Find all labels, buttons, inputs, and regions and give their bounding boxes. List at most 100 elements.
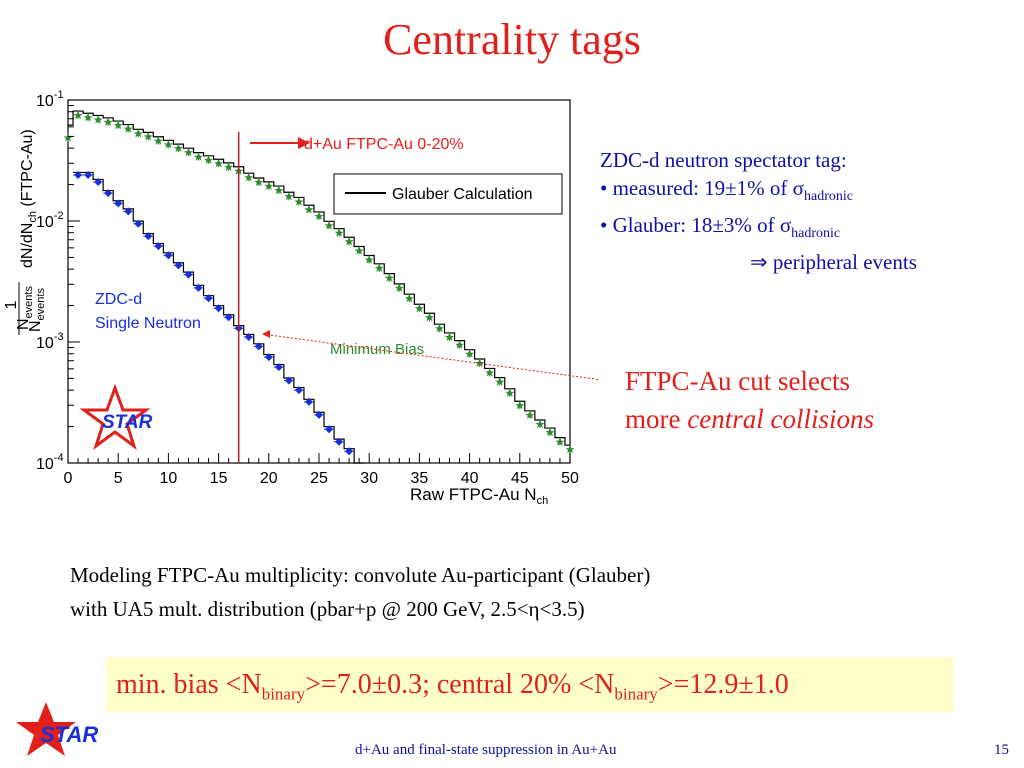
zdc-point (103, 189, 114, 198)
x-tick-label: 10 (160, 470, 178, 487)
x-tick-label: 30 (360, 470, 378, 487)
minbias-point (354, 246, 364, 255)
x-tick-label: 5 (114, 470, 123, 487)
zdc-point (83, 170, 94, 179)
minbias-point (394, 283, 404, 292)
zdc-point (283, 376, 294, 385)
zdc-point (324, 425, 335, 434)
zdc-point (334, 437, 345, 446)
summary-highlight: min. bias <Nbinary>=7.0±0.3; central 20%… (106, 657, 954, 712)
minbias-point (414, 304, 424, 313)
zdc-point (153, 242, 164, 251)
minbias-point (183, 148, 193, 157)
modeling-line2: with UA5 mult. distribution (pbar+p @ 20… (70, 597, 585, 621)
minbias-point (475, 359, 485, 368)
minbias-point (535, 420, 545, 429)
minbias-point (445, 332, 455, 341)
cut-label: d+Au FTPC-Au 0-20% (304, 136, 464, 153)
x-axis-title: Raw FTPC-Au Nch (410, 485, 548, 507)
x-tick-label: 50 (561, 470, 579, 487)
minbias-point (274, 186, 284, 195)
zdc-point (113, 199, 124, 208)
minbias-point (555, 437, 565, 446)
dotted-pointer (261, 333, 600, 381)
minbias-point (465, 349, 475, 358)
cut-line2: more central collisions (625, 404, 874, 434)
zdc-point (73, 170, 84, 179)
minbias-point (143, 132, 153, 141)
minbias-point (565, 445, 575, 454)
minbias-point (254, 178, 264, 187)
x-tick-label: 35 (411, 470, 429, 487)
glauber-hist-minbias (68, 110, 570, 446)
minbias-point (324, 221, 334, 230)
minbias-point (485, 368, 495, 377)
zdc-point (183, 270, 194, 279)
x-tick-label: 20 (260, 470, 278, 487)
minbias-point (304, 205, 314, 214)
minbias-point (515, 401, 525, 410)
zdc-point (243, 332, 254, 341)
page-number: 15 (994, 742, 1009, 758)
minbias-point (525, 410, 535, 419)
minbias-point (455, 340, 465, 349)
minbias-point (294, 197, 304, 206)
zdc-point (293, 386, 304, 395)
minbias-point (434, 324, 444, 333)
star-logo-plot: STAR (79, 383, 153, 450)
modeling-line1: Modeling FTPC-Au multiplicity: convolute… (70, 563, 651, 587)
zdc-point (213, 304, 224, 313)
minbias-point (113, 121, 123, 130)
zdc-point (314, 410, 324, 419)
series-label-zdc-line1: ZDC-d (95, 291, 142, 308)
x-tick-label: 15 (210, 470, 228, 487)
y-tick-label: 10-1 (36, 90, 64, 110)
zdc-point (344, 447, 355, 456)
zdc-point (163, 251, 174, 260)
minbias-point (384, 273, 394, 282)
x-tick-label: 0 (64, 470, 73, 487)
minbias-point (545, 428, 555, 437)
zdc-annotation: ZDC-d neutron spectator tag: • measured:… (600, 146, 917, 276)
zdc-point (123, 207, 134, 216)
conclusion-line: ⇒ peripheral events (750, 250, 917, 275)
minbias-point (73, 111, 83, 120)
minbias-point (374, 263, 384, 272)
zdc-point (203, 294, 214, 303)
minbias-point (424, 313, 434, 322)
minbias-point (264, 181, 274, 190)
minbias-point (244, 173, 254, 182)
minbias-point (63, 133, 73, 142)
cut-annotation: FTPC-Au cut selects more central collisi… (625, 362, 874, 438)
minbias-point (344, 237, 354, 246)
zdc-point (93, 178, 104, 187)
dotted-pointer-head (262, 330, 270, 338)
x-tick-label: 40 (461, 470, 479, 487)
svg-text:STAR: STAR (102, 412, 153, 433)
series-label-zdc-line2: Single Neutron (95, 315, 201, 332)
minbias-point (83, 113, 93, 122)
zdc-heading: ZDC-d neutron spectator tag: (600, 148, 847, 172)
minbias-point (334, 228, 344, 237)
zdc-point (223, 313, 234, 322)
minbias-point (194, 152, 204, 161)
zdc-point (173, 261, 184, 270)
minbias-point (314, 211, 324, 220)
cut-arrowhead (298, 137, 310, 149)
minbias-point (163, 140, 173, 149)
footer-text: d+Au and final-state suppression in Au+A… (355, 742, 617, 758)
glauber-line: • Glauber: 18±3% of σhadronic (600, 213, 841, 242)
x-tick-label: 45 (511, 470, 529, 487)
zdc-point (193, 283, 204, 292)
minbias-point (495, 377, 505, 386)
modeling-text: Modeling FTPC-Au multiplicity: convolute… (70, 558, 650, 626)
star-logo-corner: STAR (16, 702, 98, 756)
legend-label: Glauber Calculation (392, 186, 533, 203)
cut-line1: FTPC-Au cut selects (625, 366, 850, 396)
zdc-point (263, 353, 274, 362)
y-tick-label: 10-4 (36, 452, 64, 473)
minbias-point (123, 124, 133, 133)
minbias-point (224, 162, 234, 171)
zdc-point (273, 363, 284, 372)
minbias-point (364, 255, 374, 264)
